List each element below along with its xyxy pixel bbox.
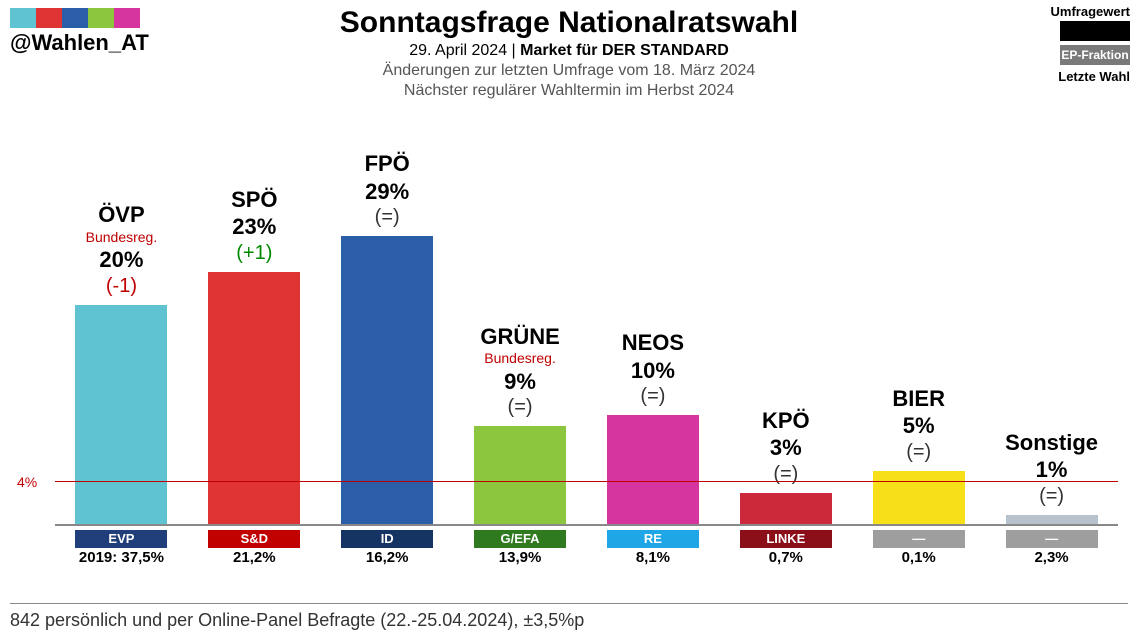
party-name: NEOS [622, 329, 684, 357]
ep-faction-badge: — [873, 530, 965, 548]
footer-text: 842 persönlich und per Online-Panel Befr… [10, 603, 1128, 631]
party-change: (-1) [86, 274, 158, 299]
party-change: (=) [1005, 484, 1098, 509]
party-name: SPÖ [231, 186, 277, 214]
bar-slot: NEOS10%(=)RE [587, 150, 720, 526]
bar-slot: GRÜNEBundesreg.9%(=)G/EFA [454, 150, 587, 526]
ep-faction-badge: LINKE [740, 530, 832, 548]
previous-result: 0,1% [852, 549, 985, 566]
bar-slot: Sonstige1%(=)— [985, 150, 1118, 526]
party-name: KPÖ [762, 407, 810, 435]
bar-label-group: BIER5%(=) [892, 385, 945, 465]
legend-poll-label: Umfragewert [1051, 4, 1130, 19]
bar: S&D [208, 272, 300, 526]
bar-label-group: Sonstige1%(=) [1005, 429, 1098, 509]
title-block: Sonntagsfrage Nationalratswahl 29. April… [0, 6, 1138, 100]
ep-faction-badge: ID [341, 530, 433, 548]
party-change: (=) [480, 395, 559, 420]
previous-results-row: 2019: 37,5%21,2%16,2%13,9%8,1%0,7%0,1%2,… [55, 549, 1118, 566]
bar: LINKE [740, 493, 832, 526]
bar: — [873, 471, 965, 526]
previous-result: 21,2% [188, 549, 321, 566]
party-name: ÖVP [86, 201, 158, 229]
party-name: Sonstige [1005, 429, 1098, 457]
chart-subtitle: 29. April 2024 | Market für DER STANDARD [0, 42, 1138, 60]
bar: EVP [75, 305, 167, 526]
chart-sub3: Nächster regulärer Wahltermin im Herbst … [0, 82, 1138, 100]
bar: ID [341, 236, 433, 526]
legend-ep-swatch: EP-Fraktion [1060, 45, 1130, 65]
bar-slot: SPÖ23%(+1) S&D [188, 150, 321, 526]
ep-faction-badge: — [1006, 530, 1098, 548]
threshold-label: 4% [17, 474, 37, 490]
gov-tag: Bundesreg. [480, 350, 559, 368]
bar-label-group: GRÜNEBundesreg.9%(=) [480, 323, 559, 421]
ep-faction-badge: G/EFA [474, 530, 566, 548]
party-percent: 5% [892, 412, 945, 440]
previous-result: 2019: 37,5% [55, 549, 188, 566]
ep-faction-badge: S&D [208, 530, 300, 548]
bar-slot: BIER5%(=) — [852, 150, 985, 526]
party-change: (=) [622, 384, 684, 409]
previous-result: 8,1% [587, 549, 720, 566]
chart-title: Sonntagsfrage Nationalratswahl [0, 6, 1138, 40]
party-percent: 20% [86, 246, 158, 274]
party-percent: 3% [762, 434, 810, 462]
bar: RE [607, 415, 699, 526]
party-name: BIER [892, 385, 945, 413]
party-percent: 9% [480, 368, 559, 396]
bar-label-group: NEOS10%(=) [622, 329, 684, 409]
party-percent: 10% [622, 357, 684, 385]
bar-container: ÖVPBundesreg.20%(-1)EVPSPÖ23%(+1)S&DFPÖ2… [55, 150, 1118, 526]
ep-faction-badge: RE [607, 530, 699, 548]
previous-result: 2,3% [985, 549, 1118, 566]
bar: G/EFA [474, 426, 566, 526]
party-name: FPÖ [365, 150, 410, 178]
baseline [55, 524, 1118, 526]
party-change: (=) [365, 205, 410, 230]
bar-label-group: SPÖ23%(+1) [231, 186, 277, 266]
bar-slot: ÖVPBundesreg.20%(-1)EVP [55, 150, 188, 526]
gov-tag: Bundesreg. [86, 229, 158, 247]
chart-area: ÖVPBundesreg.20%(-1)EVPSPÖ23%(+1)S&DFPÖ2… [55, 150, 1118, 566]
party-name: GRÜNE [480, 323, 559, 351]
previous-result: 16,2% [321, 549, 454, 566]
previous-result: 0,7% [719, 549, 852, 566]
party-change: (=) [762, 462, 810, 487]
chart-sub2: Änderungen zur letzten Umfrage vom 18. M… [0, 62, 1138, 80]
party-percent: 29% [365, 178, 410, 206]
party-percent: 23% [231, 213, 277, 241]
bar-label-group: FPÖ29%(=) [365, 150, 410, 230]
bar-slot: FPÖ29%(=) ID [321, 150, 454, 526]
legend-last-label: Letzte Wahl [1051, 69, 1130, 84]
previous-result: 13,9% [454, 549, 587, 566]
ep-faction-badge: EVP [75, 530, 167, 548]
legend: Umfragewert EP-Fraktion Letzte Wahl [1051, 4, 1130, 84]
threshold-line [55, 481, 1118, 482]
bar-slot: KPÖ3%(=) LINKE [719, 150, 852, 526]
bar-label-group: ÖVPBundesreg.20%(-1) [86, 201, 158, 299]
legend-poll-swatch [1060, 21, 1130, 41]
party-change: (+1) [231, 241, 277, 266]
bar-label-group: KPÖ3%(=) [762, 407, 810, 487]
party-change: (=) [892, 440, 945, 465]
